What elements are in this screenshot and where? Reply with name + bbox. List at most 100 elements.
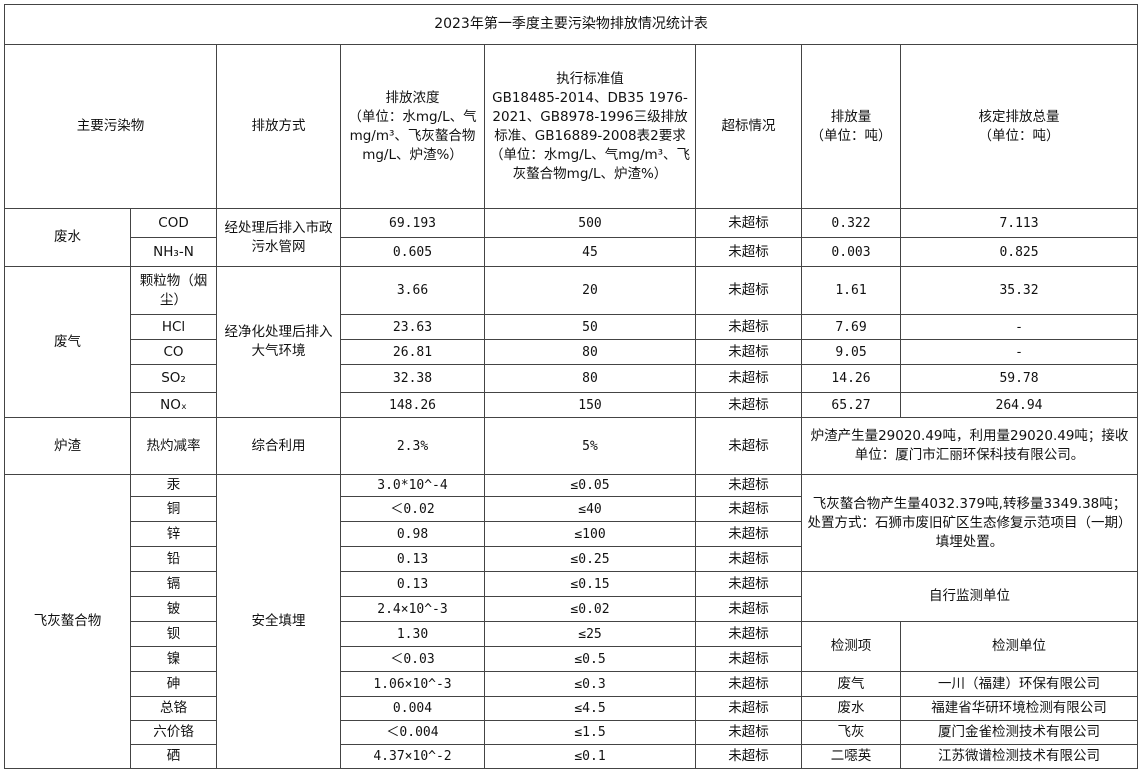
exceed-status: 未超标 [695,671,802,697]
concentration: 32.38 [340,364,485,393]
table-title: 2023年第一季度主要污染物排放情况统计表 [3,4,1139,45]
concentration: 23.63 [340,314,485,340]
header-amount: 排放量 （单位：吨） [801,44,901,209]
pollutant-name: 硒 [130,744,217,769]
table-row: 锌 0.98 ≤100 未超标 [5,521,1138,547]
exceed-status: 未超标 [695,314,802,340]
emission-amount: 65.27 [801,392,901,418]
pollutant-name: CO [130,339,217,365]
table-row: 砷 1.06×10^-3 ≤0.3 未超标 废气 一川（福建）环保有限公司 [5,671,1139,697]
exceed-status: 未超标 [695,546,802,572]
exceed-status: 未超标 [695,237,802,267]
approved-total: - [899,339,1139,365]
flyash-note: 飞灰螯合物产生量4032.379吨,转移量3349.38吨； 处置方式：石狮市废… [800,474,1139,572]
monitoring-item: 飞灰 [801,720,901,745]
pollutant-name: 铅 [130,546,217,572]
pollutant-name: 砷 [130,671,217,697]
approved-total: 7.113 [899,208,1139,238]
monitoring-unit: 一川（福建）环保有限公司 [899,671,1139,697]
exceed-status: 未超标 [695,266,802,315]
category-flyash: 飞灰螯合物 [4,474,131,769]
header-method: 排放方式 [216,44,341,209]
emission-amount: 14.26 [801,364,901,393]
pollutant-name: 总铬 [130,696,217,721]
concentration: 148.26 [340,392,485,418]
category-slag: 炉渣 [4,417,131,475]
monitoring-unit: 江苏微谱检测技术有限公司 [899,744,1139,769]
emission-amount: 0.003 [801,237,901,267]
pollutant-name: 汞 [130,474,217,497]
monitoring-item: 废气 [801,671,901,697]
pollutant-name: 镍 [130,646,217,672]
table-row: 废气 颗粒物（烟尘） 经净化处理后排入大气环境 3.66 20 未超标 1.61 35.32 [4,266,1139,418]
table-row: 飞灰螯合物汞安全填埋 3.0*10^-4 ≤0.05 未超标 飞灰螯合物产生量4032.… [4,474,1139,769]
header-concentration: 排放浓度 （单位：水mg/L、气mg/m³、飞灰螯合物mg/L、炉渣%） [340,44,485,209]
emission-amount: 1.61 [801,266,901,315]
emission-amount: 0.322 [801,208,901,238]
pollutant-name: NOₓ [130,392,217,418]
standard: ≤0.3 [484,671,696,697]
table-row: 铅 0.13 ≤0.25 未超标 [5,546,1138,572]
table-row: 废水 COD 经处理后排入市政污水管网 69.193 500 未超标 0.322 7.113 [4,208,1139,267]
standard: 500 [484,208,696,238]
header-pollutant: 主要污染物 [4,44,217,209]
concentration: 0.605 [340,237,485,267]
table-row: 镉 0.13 ≤0.15 未超标 自行监测单位 [5,571,1139,622]
standard: 80 [484,339,696,365]
table-row: 硒 4.37×10^-2 ≤0.1 未超标 二噁英 江苏微谱检测技术有限公司 [5,744,1139,769]
exceed-status: 未超标 [695,571,802,597]
approved-total: 0.825 [899,237,1139,267]
pollutant-name: 六价铬 [130,720,217,745]
exceed-status: 未超标 [695,596,802,622]
standard: ≤0.25 [484,546,696,572]
monitoring-item: 废水 [801,696,901,721]
exceed-status: 未超标 [695,392,802,418]
exceed-status: 未超标 [695,521,802,547]
concentration: ＜0.02 [340,496,485,522]
concentration: 0.13 [340,571,485,597]
standard: ≤100 [484,521,696,547]
exceed-status: 未超标 [695,417,802,475]
concentration: 0.98 [340,521,485,547]
pollutant-name: 锌 [130,521,217,547]
standard: 45 [484,237,696,267]
table-row: 总铬 0.004 ≤4.5 未超标 废水 福建省华研环境检测有限公司 [5,696,1139,721]
concentration: 0.13 [340,546,485,572]
approved-total: 59.78 [899,364,1139,393]
pollutant-name: 颗粒物（烟尘） [130,266,217,315]
concentration: 2.3% [340,417,485,475]
standard: ≤0.02 [484,596,696,622]
standard: ≤0.05 [484,474,696,497]
table-row: NH₃-N 0.605 45 未超标 0.003 0.825 [5,237,1139,267]
concentration: 26.81 [340,339,485,365]
concentration: 2.4×10^-3 [340,596,485,622]
exceed-status: 未超标 [695,621,802,647]
standard: 20 [484,266,696,315]
table-row: 六价铬 ＜0.004 ≤1.5 未超标 飞灰 厦门金雀检测技术有限公司 [5,720,1139,745]
approved-total: 35.32 [899,266,1139,315]
standard: ≤0.5 [484,646,696,672]
pollutant-name: 铍 [130,596,217,622]
monitoring-title: 自行监测单位 [800,571,1139,622]
table-row: CO 26.81 80 未超标 9.05- [5,339,1139,365]
concentration: 1.06×10^-3 [340,671,485,697]
standard: ≤40 [484,496,696,522]
standard: ≤0.1 [484,744,696,769]
table-row: SO₂ 32.38 80 未超标 14.26 59.78 [5,364,1139,393]
table-row: 铍 2.4×10^-3 ≤0.02 未超标 [5,596,1138,622]
header-exceed: 超标情况 [695,44,802,209]
monitoring-header-item: 检测项 [801,621,901,672]
emission-amount: 9.05 [801,339,901,365]
exceed-status: 未超标 [695,474,802,497]
table-row: 炉渣 热灼减率 综合利用 2.3% 5% 未超标 炉渣产生量29020.49吨，利用量290… [4,417,1139,475]
concentration: 4.37×10^-2 [340,744,485,769]
method-exhaust: 经净化处理后排入大气环境 [216,266,341,418]
slag-note: 炉渣产生量29020.49吨，利用量29020.49吨；接收单位：厦门市汇丽环保… [800,417,1139,475]
standard: ≤25 [484,621,696,647]
method-wastewater: 经处理后排入市政污水管网 [216,208,341,267]
pollutant-name: NH₃-N [130,237,217,267]
standard: 80 [484,364,696,393]
pollutant-name: SO₂ [130,364,217,393]
standard: 5% [484,417,696,475]
table-row: 镍 ＜0.03 ≤0.5 未超标 [5,646,1138,672]
